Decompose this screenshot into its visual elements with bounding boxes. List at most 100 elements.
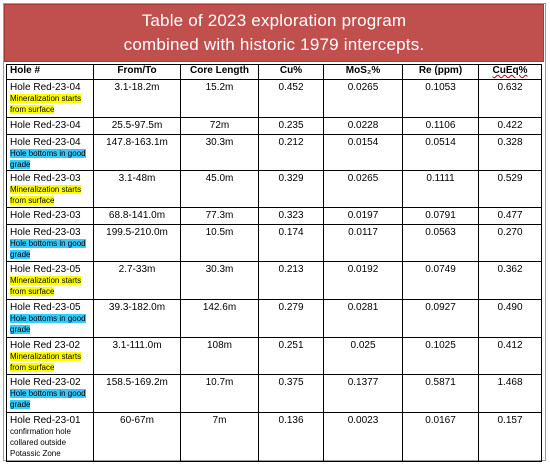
cell-core-length: 30.3m xyxy=(180,261,259,300)
cell-cueq: 1.468 xyxy=(478,374,542,413)
cell-core-length: 108m xyxy=(180,337,259,375)
hole-id: Hole Red-23-03 xyxy=(10,210,81,221)
cell-hole: Hole Red-23-02 Hole bottoms in good grade xyxy=(6,374,94,413)
header-cu: Cu% xyxy=(258,64,324,80)
cell-hole: Hole Red-23-04 Hole bottoms in good grade xyxy=(6,134,94,171)
cell-mos2: 0.1377 xyxy=(323,374,403,413)
cell-re: 0.0927 xyxy=(402,299,479,338)
header-core-length: Core Length xyxy=(180,64,259,80)
cell-from-to: 60-67m xyxy=(93,412,181,462)
cell-cu: 0.323 xyxy=(258,207,324,225)
hole-id: Hole Red-23-05 xyxy=(10,264,81,275)
hole-id: Hole Red-23-03 xyxy=(10,227,81,238)
cell-hole: Hole Red-23-01 confirmation hole collared… xyxy=(6,412,94,462)
cell-mos2: 0.0197 xyxy=(323,207,403,225)
cell-from-to: 3.1-48m xyxy=(93,170,181,208)
cell-core-length: 45.0m xyxy=(180,170,259,208)
cell-from-to: 68.8-141.0m xyxy=(93,207,181,225)
cell-hole: Hole Red-23-04 xyxy=(6,117,94,135)
cell-from-to: 3.1-18.2m xyxy=(93,79,181,118)
cell-re: 0.1053 xyxy=(402,79,479,118)
table-row: Hole Red-23-05 Hole bottoms in good grade… xyxy=(6,299,542,338)
hole-note: Hole bottoms in good grade xyxy=(10,149,86,169)
hole-note: Mineralization starts from surface xyxy=(10,276,82,296)
header-row: Hole # From/To Core Length Cu% MoS₂% Re … xyxy=(6,64,542,80)
hole-note: Mineralization starts from surface xyxy=(10,185,82,205)
hole-note: Mineralization starts from surface xyxy=(10,94,82,114)
hole-id: Hole Red-23-04 xyxy=(10,137,81,148)
cell-mos2: 0.0265 xyxy=(323,79,403,118)
cell-cueq: 0.529 xyxy=(478,170,542,208)
cell-cu: 0.279 xyxy=(258,299,324,338)
cell-mos2: 0.0154 xyxy=(323,134,403,171)
cell-core-length: 10.5m xyxy=(180,224,259,262)
cell-cu: 0.329 xyxy=(258,170,324,208)
hole-note: Hole bottoms in good grade xyxy=(10,239,86,259)
cell-hole: Hole Red-23-05 Mineralization starts from… xyxy=(6,261,94,300)
table-row: Hole Red-23-05 Mineralization starts from… xyxy=(6,261,542,300)
cell-from-to: 147.8-163.1m xyxy=(93,134,181,171)
cell-from-to: 39.3-182.0m xyxy=(93,299,181,338)
cell-cu: 0.235 xyxy=(258,117,324,135)
table-row: Hole Red-23-03 Hole bottoms in good grade… xyxy=(6,224,542,262)
cell-mos2: 0.0023 xyxy=(323,412,403,462)
cell-mos2: 0.0281 xyxy=(323,299,403,338)
hole-id: Hole Red 23-02 xyxy=(10,340,81,351)
title-line-1: Table of 2023 exploration program xyxy=(141,11,407,30)
cell-cueq: 0.412 xyxy=(478,337,542,375)
header-cueq-label: CuEq% xyxy=(492,65,528,77)
hole-note: Hole bottoms in good grade xyxy=(10,389,86,409)
cell-cueq: 0.328 xyxy=(478,134,542,171)
table-body: Hole Red-23-04 Mineralization starts from… xyxy=(6,79,542,462)
cell-cueq: 0.422 xyxy=(478,117,542,135)
cell-core-length: 7m xyxy=(180,412,259,462)
header-from-to: From/To xyxy=(93,64,181,80)
hole-id: Hole Red-23-02 xyxy=(10,377,81,388)
cell-re: 0.0749 xyxy=(402,261,479,300)
cell-re: 0.0791 xyxy=(402,207,479,225)
hole-id: Hole Red-23-04 xyxy=(10,120,81,131)
cell-cueq: 0.490 xyxy=(478,299,542,338)
cell-re: 0.1111 xyxy=(402,170,479,208)
hole-note: Mineralization starts from surface xyxy=(10,352,82,372)
cell-core-length: 10.7m xyxy=(180,374,259,413)
cell-re: 0.0514 xyxy=(402,134,479,171)
table-row: Hole Red 23-02 Mineralization starts from… xyxy=(6,337,542,375)
title-line-2: combined with historic 1979 intercepts. xyxy=(123,35,425,54)
cell-hole: Hole Red-23-03 Hole bottoms in good grade xyxy=(6,224,94,262)
hole-id: Hole Red-23-04 xyxy=(10,82,81,93)
table-row: Hole Red-23-04 Mineralization starts from… xyxy=(6,79,542,118)
table-row: Hole Red-23-04 25.5-97.5m 72m 0.235 0.0228 0.… xyxy=(6,117,542,135)
table-row: Hole Red-23-02 Hole bottoms in good grade… xyxy=(6,374,542,413)
cell-cueq: 0.632 xyxy=(478,79,542,118)
cell-cu: 0.212 xyxy=(258,134,324,171)
cell-re: 0.0563 xyxy=(402,224,479,262)
cell-hole: Hole Red-23-05 Hole bottoms in good grade xyxy=(6,299,94,338)
cell-cu: 0.452 xyxy=(258,79,324,118)
cell-re: 0.5871 xyxy=(402,374,479,413)
cell-cu: 0.174 xyxy=(258,224,324,262)
hole-note: Hole bottoms in good grade xyxy=(10,314,86,334)
cell-hole: Hole Red-23-03 xyxy=(6,207,94,225)
table-row: Hole Red-23-04 Hole bottoms in good grade… xyxy=(6,134,542,171)
cell-hole: Hole Red-23-03 Mineralization starts from… xyxy=(6,170,94,208)
cell-re: 0.0167 xyxy=(402,412,479,462)
cell-core-length: 72m xyxy=(180,117,259,135)
hole-id: Hole Red-23-03 xyxy=(10,173,81,184)
header-re: Re (ppm) xyxy=(402,64,479,80)
cell-from-to: 158.5-169.2m xyxy=(93,374,181,413)
cell-cueq: 0.477 xyxy=(478,207,542,225)
cell-from-to: 3.1-111.0m xyxy=(93,337,181,375)
table-row: Hole Red-23-03 68.8-141.0m 77.3m 0.323 0.019… xyxy=(6,207,542,225)
cell-core-length: 142.6m xyxy=(180,299,259,338)
cell-re: 0.1025 xyxy=(402,337,479,375)
cell-mos2: 0.0192 xyxy=(323,261,403,300)
cell-cu: 0.213 xyxy=(258,261,324,300)
cell-cueq: 0.362 xyxy=(478,261,542,300)
cell-hole: Hole Red 23-02 Mineralization starts from… xyxy=(6,337,94,375)
results-table: Hole # From/To Core Length Cu% MoS₂% Re … xyxy=(6,64,542,462)
cell-from-to: 25.5-97.5m xyxy=(93,117,181,135)
table-row: Hole Red-23-01 confirmation hole collared… xyxy=(6,412,542,462)
cell-cueq: 0.270 xyxy=(478,224,542,262)
cell-re: 0.1106 xyxy=(402,117,479,135)
